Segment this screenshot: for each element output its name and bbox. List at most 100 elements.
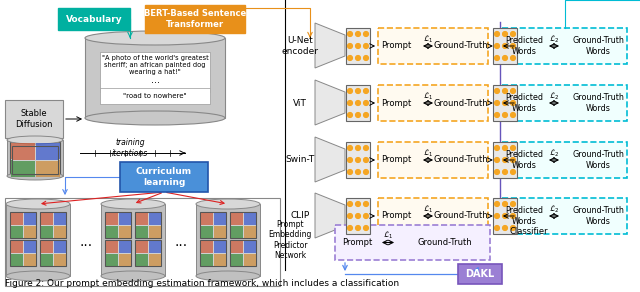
- Bar: [100, 88, 210, 104]
- Bar: [136, 253, 147, 265]
- Ellipse shape: [85, 111, 225, 125]
- Circle shape: [364, 101, 369, 105]
- Bar: [40, 225, 52, 237]
- Bar: [85, 38, 225, 118]
- Bar: [6, 204, 70, 276]
- Circle shape: [495, 226, 499, 230]
- Circle shape: [502, 146, 508, 150]
- Bar: [40, 241, 52, 253]
- Circle shape: [348, 44, 353, 48]
- Circle shape: [348, 101, 353, 105]
- Bar: [200, 213, 212, 225]
- Bar: [135, 240, 161, 266]
- Circle shape: [511, 113, 515, 117]
- Bar: [54, 241, 65, 253]
- Circle shape: [356, 55, 360, 60]
- Bar: [105, 212, 131, 238]
- Ellipse shape: [6, 271, 70, 281]
- Circle shape: [364, 32, 369, 36]
- Bar: [148, 253, 161, 265]
- Bar: [148, 241, 161, 253]
- Bar: [502, 28, 627, 64]
- Bar: [214, 253, 225, 265]
- Bar: [136, 213, 147, 225]
- Text: Ground-Truth: Ground-Truth: [434, 41, 488, 51]
- Bar: [106, 241, 118, 253]
- Text: Ground-Truth: Ground-Truth: [418, 238, 472, 247]
- Bar: [243, 241, 255, 253]
- Bar: [10, 225, 22, 237]
- Text: Predicted
Words: Predicted Words: [505, 206, 543, 226]
- Text: $\mathcal{L}_2$: $\mathcal{L}_2$: [549, 203, 559, 215]
- Text: Ground-Truth
Words: Ground-Truth Words: [572, 150, 624, 170]
- Circle shape: [502, 32, 508, 36]
- Circle shape: [495, 113, 499, 117]
- Circle shape: [356, 146, 360, 150]
- Bar: [230, 225, 243, 237]
- Circle shape: [348, 158, 353, 162]
- Circle shape: [348, 113, 353, 117]
- Bar: [120, 162, 208, 192]
- Bar: [10, 160, 35, 176]
- Bar: [200, 253, 212, 265]
- Text: $\mathcal{L}_2$: $\mathcal{L}_2$: [549, 33, 559, 45]
- Bar: [118, 225, 131, 237]
- Circle shape: [495, 214, 499, 218]
- Bar: [118, 241, 131, 253]
- Circle shape: [495, 44, 499, 48]
- Bar: [106, 225, 118, 237]
- Bar: [10, 142, 35, 159]
- Bar: [106, 253, 118, 265]
- Bar: [214, 241, 225, 253]
- Bar: [54, 253, 65, 265]
- Circle shape: [356, 44, 360, 48]
- Bar: [230, 253, 243, 265]
- Text: ...: ...: [175, 235, 188, 249]
- Circle shape: [356, 214, 360, 218]
- Circle shape: [495, 101, 499, 105]
- Bar: [101, 204, 165, 276]
- Text: ...: ...: [150, 75, 159, 85]
- Circle shape: [364, 201, 369, 206]
- Text: Prompt: Prompt: [381, 156, 411, 164]
- Text: Ground-Truth
Words: Ground-Truth Words: [572, 36, 624, 56]
- Circle shape: [502, 214, 508, 218]
- Text: ViT: ViT: [293, 98, 307, 107]
- Text: Ground-Truth: Ground-Truth: [434, 156, 488, 164]
- Circle shape: [348, 32, 353, 36]
- Ellipse shape: [101, 271, 165, 281]
- Text: $\mathcal{L}_1$: $\mathcal{L}_1$: [423, 90, 433, 102]
- Bar: [200, 240, 226, 266]
- Polygon shape: [315, 137, 345, 182]
- Circle shape: [511, 32, 515, 36]
- Polygon shape: [315, 193, 345, 238]
- Bar: [493, 142, 517, 178]
- Circle shape: [348, 214, 353, 218]
- Circle shape: [364, 214, 369, 218]
- Text: $\mathcal{L}_1$: $\mathcal{L}_1$: [423, 33, 433, 45]
- Bar: [40, 212, 66, 238]
- Ellipse shape: [101, 199, 165, 209]
- Circle shape: [356, 113, 360, 117]
- Circle shape: [495, 146, 499, 150]
- Circle shape: [495, 158, 499, 162]
- Bar: [243, 213, 255, 225]
- Bar: [118, 253, 131, 265]
- Bar: [196, 204, 260, 276]
- Text: Vocabulary: Vocabulary: [66, 15, 122, 23]
- Bar: [148, 225, 161, 237]
- Bar: [10, 142, 60, 177]
- Bar: [243, 225, 255, 237]
- Text: Stable
Diffusion: Stable Diffusion: [15, 109, 52, 129]
- Text: Predicted
Words: Predicted Words: [505, 150, 543, 170]
- Ellipse shape: [196, 199, 260, 209]
- Bar: [13, 161, 35, 173]
- Circle shape: [356, 201, 360, 206]
- Circle shape: [502, 201, 508, 206]
- Text: Ground-Truth: Ground-Truth: [434, 211, 488, 220]
- Bar: [230, 212, 256, 238]
- Circle shape: [348, 226, 353, 230]
- Bar: [493, 85, 517, 121]
- Bar: [378, 85, 488, 121]
- Bar: [5, 100, 63, 138]
